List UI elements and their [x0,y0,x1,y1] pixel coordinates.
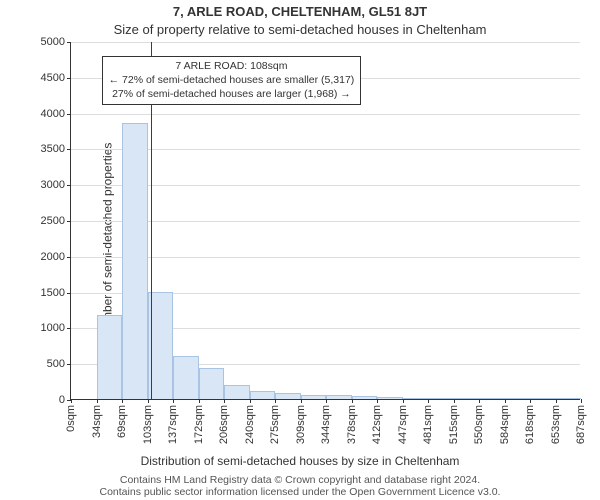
annotation-box: 7 ARLE ROAD: 108sqm← 72% of semi-detache… [102,56,362,105]
grid-line [71,114,580,115]
histogram-bar [326,395,352,399]
plot-area: 0500100015002000250030003500400045005000… [70,42,580,400]
chart-container: 7, ARLE ROAD, CHELTENHAM, GL51 8JT Size … [0,0,600,500]
x-tick-label: 240sqm [244,405,256,444]
y-tick-label: 500 [47,358,65,370]
x-tick [326,399,327,403]
histogram-bar [173,356,199,399]
x-tick [454,399,455,403]
y-tick-label: 3000 [41,179,65,191]
histogram-bar [97,315,123,399]
x-tick [505,399,506,403]
y-tick [67,221,71,222]
x-tick-label: 206sqm [218,405,230,444]
histogram-bar [403,398,429,399]
y-tick-label: 2000 [41,251,65,263]
annotation-line-1: 7 ARLE ROAD: 108sqm [109,60,355,74]
footer-line-1: Contains HM Land Registry data © Crown c… [0,474,600,486]
x-tick-label: 550sqm [473,405,485,444]
y-tick-label: 5000 [41,36,65,48]
y-tick [67,293,71,294]
histogram-bar [505,398,531,399]
histogram-bar [250,391,276,399]
y-tick-label: 4500 [41,72,65,84]
x-tick-label: 137sqm [167,405,179,444]
histogram-bar [352,396,378,399]
x-tick [148,399,149,403]
x-tick [122,399,123,403]
histogram-bar [377,397,403,399]
y-tick [67,42,71,43]
histogram-bar [301,395,327,399]
histogram-bar [224,385,250,399]
histogram-bar [199,368,225,400]
annotation-line-3: 27% of semi-detached houses are larger (… [109,88,355,102]
x-tick [530,399,531,403]
x-tick [71,399,72,403]
x-tick-label: 515sqm [448,405,460,444]
x-tick [581,399,582,403]
x-tick [250,399,251,403]
x-tick-label: 584sqm [499,405,511,444]
x-tick-label: 412sqm [371,405,383,444]
x-tick [556,399,557,403]
annotation-line-2: ← 72% of semi-detached houses are smalle… [109,74,355,88]
x-tick-label: 69sqm [116,405,128,438]
x-tick [428,399,429,403]
x-tick [275,399,276,403]
x-tick-label: 309sqm [295,405,307,444]
y-tick [67,114,71,115]
y-tick [67,149,71,150]
x-tick [479,399,480,403]
x-tick [97,399,98,403]
x-tick [173,399,174,403]
y-tick [67,78,71,79]
chart-footer: Contains HM Land Registry data © Crown c… [0,474,600,498]
y-tick [67,328,71,329]
footer-line-2: Contains public sector information licen… [0,486,600,498]
y-tick-label: 1000 [41,322,65,334]
histogram-bar [454,398,480,399]
x-tick-label: 618sqm [524,405,536,444]
x-tick-label: 344sqm [320,405,332,444]
x-axis-label: Distribution of semi-detached houses by … [0,454,600,468]
y-tick-label: 2500 [41,215,65,227]
histogram-bar [556,398,582,399]
histogram-bar [530,398,556,399]
grid-line [71,42,580,43]
x-tick [199,399,200,403]
x-tick [377,399,378,403]
x-tick-label: 447sqm [397,405,409,444]
y-tick-label: 1500 [41,287,65,299]
y-tick-label: 4000 [41,108,65,120]
x-tick-label: 653sqm [550,405,562,444]
x-tick-label: 275sqm [269,405,281,444]
chart-title-main: 7, ARLE ROAD, CHELTENHAM, GL51 8JT [0,4,600,19]
y-tick [67,257,71,258]
y-tick [67,185,71,186]
x-tick-label: 687sqm [575,405,587,444]
histogram-bar [122,123,148,399]
y-tick-label: 3500 [41,143,65,155]
y-tick [67,364,71,365]
chart-title-sub: Size of property relative to semi-detach… [0,22,600,37]
histogram-bar [275,393,301,399]
x-tick-label: 0sqm [65,405,77,432]
x-tick [403,399,404,403]
x-tick-label: 481sqm [422,405,434,444]
x-tick [352,399,353,403]
histogram-bar [479,398,505,399]
x-tick-label: 34sqm [91,405,103,438]
histogram-bar [428,398,454,399]
x-tick [301,399,302,403]
x-tick-label: 103sqm [142,405,154,444]
x-tick [224,399,225,403]
x-tick-label: 172sqm [193,405,205,444]
x-tick-label: 378sqm [346,405,358,444]
